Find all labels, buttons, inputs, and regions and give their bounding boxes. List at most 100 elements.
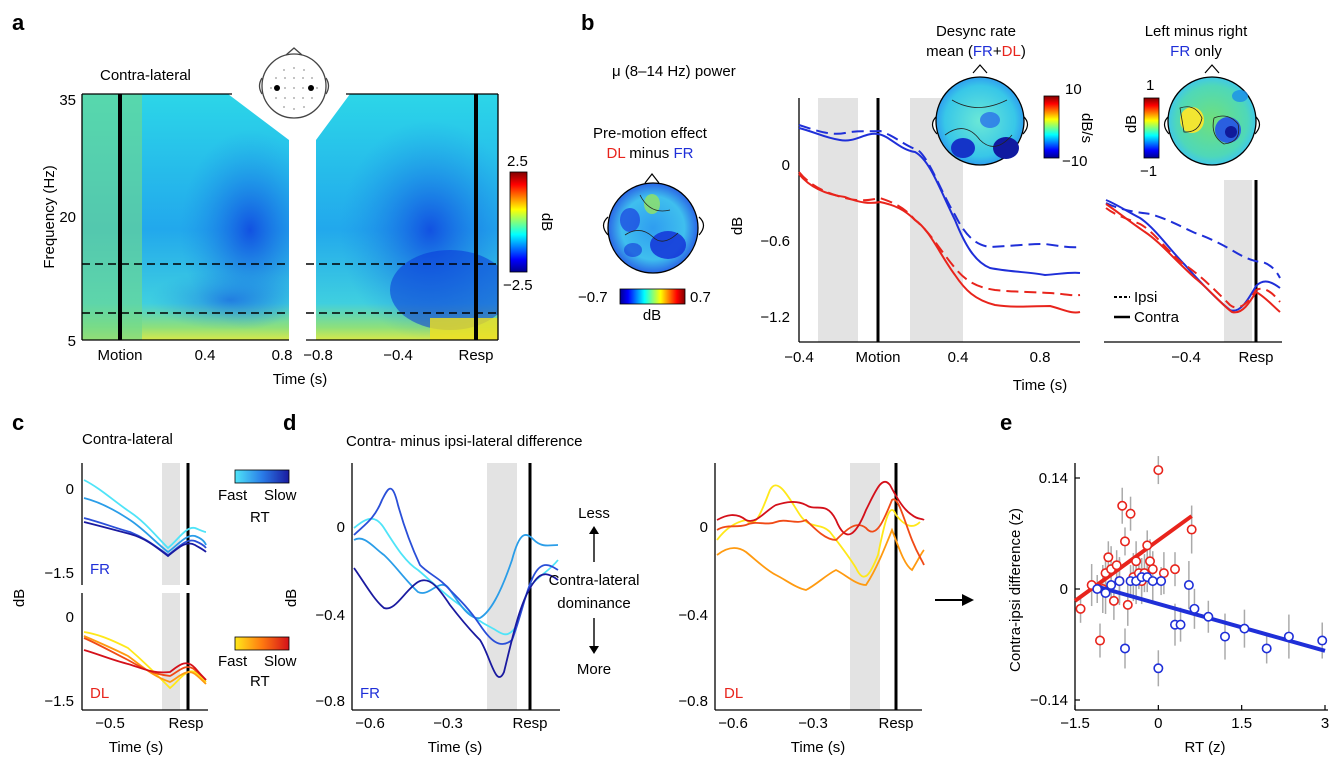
a-cbar-label: dB: [538, 213, 555, 231]
e-point-fr: [1153, 663, 1164, 674]
b-lr-title: Left minus right: [1145, 23, 1248, 40]
b-lr-clabel: dB: [1123, 115, 1140, 133]
b-premotion-cmax: 0.7: [690, 289, 711, 306]
e-xlabel: RT (z): [1184, 739, 1225, 756]
b-desync-dl: DL: [1002, 43, 1021, 60]
b-lr-subtitle: FR only: [1170, 43, 1222, 60]
e-point-fr: [1203, 611, 1214, 622]
d-ylabel: dB: [283, 589, 300, 607]
e-ylabel: Contra-ipsi difference (z): [1007, 508, 1024, 672]
b-desync-fr: FR: [973, 43, 993, 60]
panel-a-title: Contra-lateral: [100, 67, 191, 84]
a-xtick-m0.8: −0.8: [303, 347, 333, 364]
d-fr-ytick-m0.8: −0.8: [315, 693, 345, 710]
d-fr-traces: [353, 487, 559, 678]
c-dl-traces: [83, 631, 207, 690]
c-xtick-m0.5: −0.5: [95, 715, 125, 732]
b-desync-plus: +: [993, 43, 1002, 60]
e-point-fr: [1175, 619, 1186, 630]
e-ytick-label: 0.14: [1039, 470, 1068, 487]
tf-map-left: [82, 94, 289, 340]
b-premotion-subtitle: DL minus FR: [607, 145, 694, 162]
b-premotion-minus: minus: [625, 145, 673, 162]
b-premotion-title: Pre-motion effect: [593, 125, 708, 142]
a-xtick-resp: Resp: [458, 347, 493, 364]
c-fr-slow: Slow: [264, 487, 297, 504]
tf-map-right: [306, 94, 498, 340]
b-main-traces: [798, 124, 1081, 314]
e-point-dl: [1075, 603, 1086, 614]
d-dl-ytick-m0.4: −0.4: [678, 607, 708, 624]
panel-letter-a: a: [12, 10, 25, 35]
c-fr-traces: [83, 479, 207, 558]
e-point-fr: [1100, 587, 1111, 598]
b-lr-colorbar: [1143, 97, 1160, 159]
b-right-traces: [1105, 199, 1281, 314]
b-xlabel: Time (s): [1013, 377, 1067, 394]
c-fr-rt: RT: [250, 509, 270, 526]
b-premotion-fr: FR: [673, 145, 693, 162]
d-mid-line2: dominance: [557, 595, 630, 612]
c-xtick-resp: Resp: [168, 715, 203, 732]
d-less: Less: [578, 505, 610, 522]
d-dl-xtick-m0.6: −0.6: [718, 715, 748, 732]
c-top-ytick-m1.5: −1.5: [44, 565, 74, 582]
b-ytick-0: 0: [782, 157, 790, 174]
e-ytick-label: −0.14: [1030, 692, 1068, 709]
c-dl-fast: Fast: [218, 653, 248, 670]
e-point-dl: [1108, 595, 1119, 606]
e-point-fr: [1120, 643, 1131, 654]
premotion-topo: [602, 173, 705, 274]
a-xtick-0.8: 0.8: [272, 347, 293, 364]
legend-contra: Contra: [1134, 309, 1180, 326]
e-point-fr: [1147, 576, 1158, 587]
legend-ipsi: Ipsi: [1134, 289, 1157, 306]
c-title: Contra-lateral: [82, 431, 173, 448]
panel-letter-e: e: [1000, 410, 1012, 435]
c-bottom-ytick-0: 0: [66, 609, 74, 626]
a-xtick-0.4: 0.4: [195, 347, 216, 364]
a-xlabel: Time (s): [273, 371, 327, 388]
b-lr-cmin: −1: [1140, 163, 1157, 180]
d-dl-label: DL: [724, 685, 743, 702]
b-desync-title: Desync rate: [936, 23, 1016, 40]
a-ytick-5: 5: [68, 333, 76, 350]
b-lr-cmax: 1: [1146, 77, 1154, 94]
c-ylabel: dB: [11, 589, 28, 607]
e-point-fr: [1114, 576, 1125, 587]
c-bottom-ytick-m1.5: −1.5: [44, 693, 74, 710]
d-fr-label: FR: [360, 685, 380, 702]
e-point-dl: [1147, 564, 1158, 575]
e-point-dl: [1095, 635, 1106, 646]
e-point-dl: [1186, 524, 1197, 535]
b-premotion-cmin: −0.7: [578, 289, 608, 306]
c-fr-label: FR: [90, 561, 110, 578]
d-dl-traces: [716, 480, 925, 591]
b-xtick-0.8: 0.8: [1030, 349, 1051, 366]
b-premotion-clabel: dB: [643, 307, 661, 324]
b-desync-clabel: dB/s: [1078, 113, 1095, 143]
a-colorbar: [509, 171, 528, 273]
b-xtick-motion: Motion: [855, 349, 900, 366]
panel-letter-b: b: [581, 10, 594, 35]
b-premotion-colorbar: [619, 288, 686, 305]
head-montage-icon: [258, 47, 330, 119]
d-title: Contra- minus ipsi-lateral difference: [346, 433, 583, 450]
e-point-dl: [1131, 556, 1142, 567]
b-desync-mean: mean (: [926, 43, 973, 60]
c-fr-fast: Fast: [218, 487, 248, 504]
d-dl-ytick-0: 0: [700, 519, 708, 536]
c-rt-colorbar-fr: [234, 469, 290, 484]
b-desync-close: ): [1021, 43, 1026, 60]
b-right-xtick-m0.4: −0.4: [1171, 349, 1201, 366]
e-point-dl: [1120, 536, 1131, 547]
a-ylabel: Frequency (Hz): [41, 165, 58, 268]
e-point-dl: [1170, 564, 1181, 575]
e-point-dl: [1111, 560, 1122, 571]
e-point-fr: [1189, 603, 1200, 614]
d-dl-xtick-m0.3: −0.3: [798, 715, 828, 732]
b-ylabel: dB: [729, 217, 746, 235]
b-mu-label: μ (8–14 Hz) power: [612, 63, 736, 80]
panel-b: μ (8–14 Hz) power Pre-motion effect DL m…: [578, 23, 1282, 394]
